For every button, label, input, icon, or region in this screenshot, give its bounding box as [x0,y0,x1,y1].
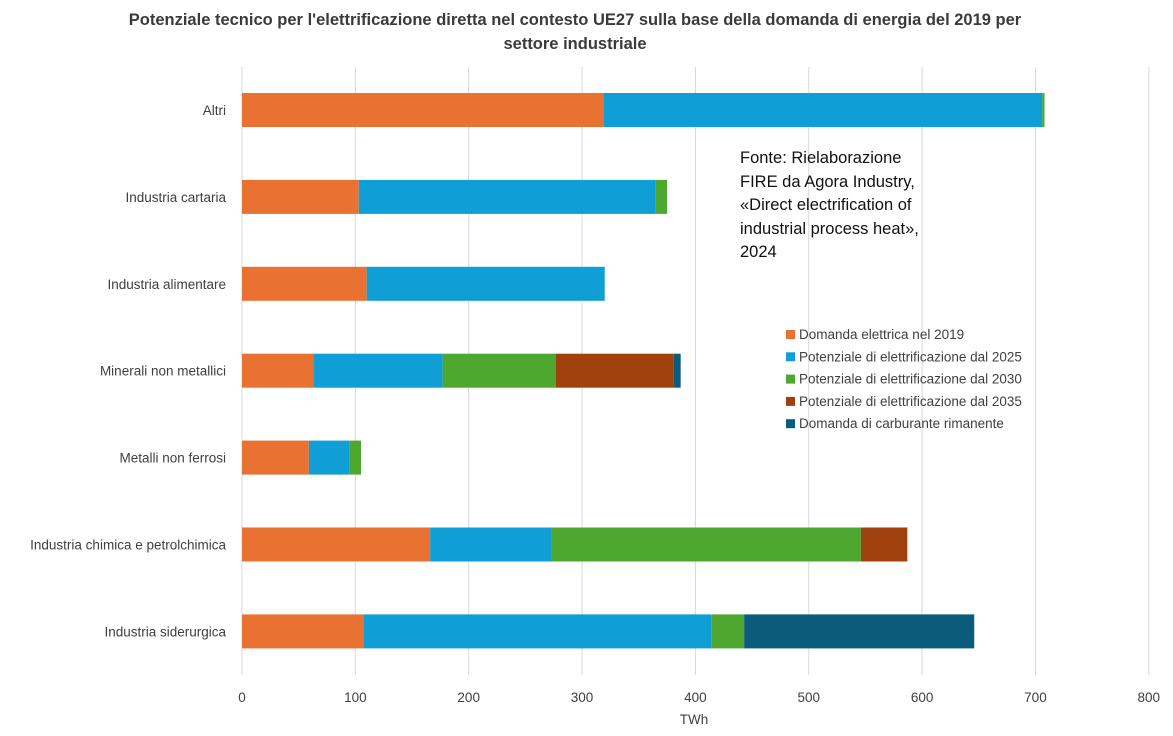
source-line: FIRE da Agora Industry, [740,172,915,191]
legend-item[interactable]: Potenziale di elettrificazione dal 2030 [786,372,1022,387]
legend-item[interactable]: Domanda elettrica nel 2019 [786,327,964,342]
bar-segment [349,440,362,475]
x-axis-title: TWh [680,712,709,727]
category-label: Industria siderurgica [104,624,226,639]
bar-segment [860,527,908,562]
bar-segment [242,93,604,127]
bar-segment [442,353,556,388]
category-label: Minerali non metallici [100,364,226,379]
bar-segment [242,266,367,301]
x-tick-label: 200 [457,690,480,705]
category-label: Metalli non ferrosi [119,451,226,466]
source-line: 2024 [740,243,777,261]
chart-title: Potenziale tecnico per l'elettrificazion… [60,8,1090,56]
category-label: Altri [203,103,226,118]
x-tick-label: 0 [238,690,246,705]
bar-segment [744,614,975,649]
source-line: industrial process heat», [740,219,919,238]
legend-swatch [786,396,795,406]
legend-swatch [786,352,795,362]
bar-segment [242,353,314,388]
bar-segment [603,93,1043,127]
chart-title-line-1: Potenziale tecnico per l'elettrificazion… [128,11,1022,29]
source-line: Fonte: Rielaborazione [740,149,902,167]
bar-segment [555,353,674,388]
legend-item[interactable]: Potenziale di elettrificazione dal 2035 [786,394,1022,409]
bar-segment [242,614,364,649]
bar-segment [1042,93,1045,127]
bar-segment [242,179,359,214]
legend-label: Domanda elettrica nel 2019 [799,327,964,342]
x-tick-label: 700 [1024,690,1047,705]
x-tick-labels: 0 100 200 300 400 500 600 700 800 [238,690,1160,705]
category-label: Industria cartaria [125,190,226,205]
legend-label: Domanda di carburante rimanente [799,416,1004,431]
bar-segment [711,614,745,649]
bar-segments [242,93,1045,649]
legend-swatch [786,330,795,339]
bar-segment [673,353,681,388]
legend-swatch [786,374,795,384]
category-label: Industria chimica e petrolchimica [30,538,226,553]
x-tick-label: 800 [1138,690,1161,705]
bar-segment [358,179,656,214]
legend-label: Potenziale di elettrificazione dal 2030 [799,372,1022,387]
legend-label: Potenziale di elettrificazione dal 2025 [799,349,1022,364]
x-tick-label: 500 [797,690,820,705]
bar-segment [242,440,309,475]
bar-segment [551,527,861,562]
x-tick-label: 600 [911,690,934,705]
category-labels: Altri Industria cartaria Industria aliment… [30,103,226,639]
legend-item[interactable]: Domanda di carburante rimanente [786,416,1004,431]
chart-title-line-2: settore industriale [503,35,647,53]
x-tick-label: 400 [684,690,707,705]
legend-label: Potenziale di elettrificazione dal 2035 [799,394,1022,409]
gridlines [241,67,1150,675]
bar-segment [430,527,552,562]
bar-segment [313,353,443,388]
bar-segment [655,179,668,214]
source-line: «Direct electrification of [740,196,912,214]
x-tick-label: 100 [344,690,367,705]
bar-segment [242,527,431,562]
x-tick-label: 300 [571,690,594,705]
legend-item[interactable]: Potenziale di elettrificazione dal 2025 [786,349,1022,364]
bar-segment [308,440,350,475]
category-label: Industria alimentare [107,277,226,292]
source-annotation: Fonte: Rielaborazione FIRE da Agora Indu… [740,147,970,265]
legend-swatch [786,419,795,429]
bar-segment [366,266,605,301]
bar-segment [363,614,712,649]
legend[interactable]: Domanda elettrica nel 2019 Potenziale di … [786,327,1022,431]
